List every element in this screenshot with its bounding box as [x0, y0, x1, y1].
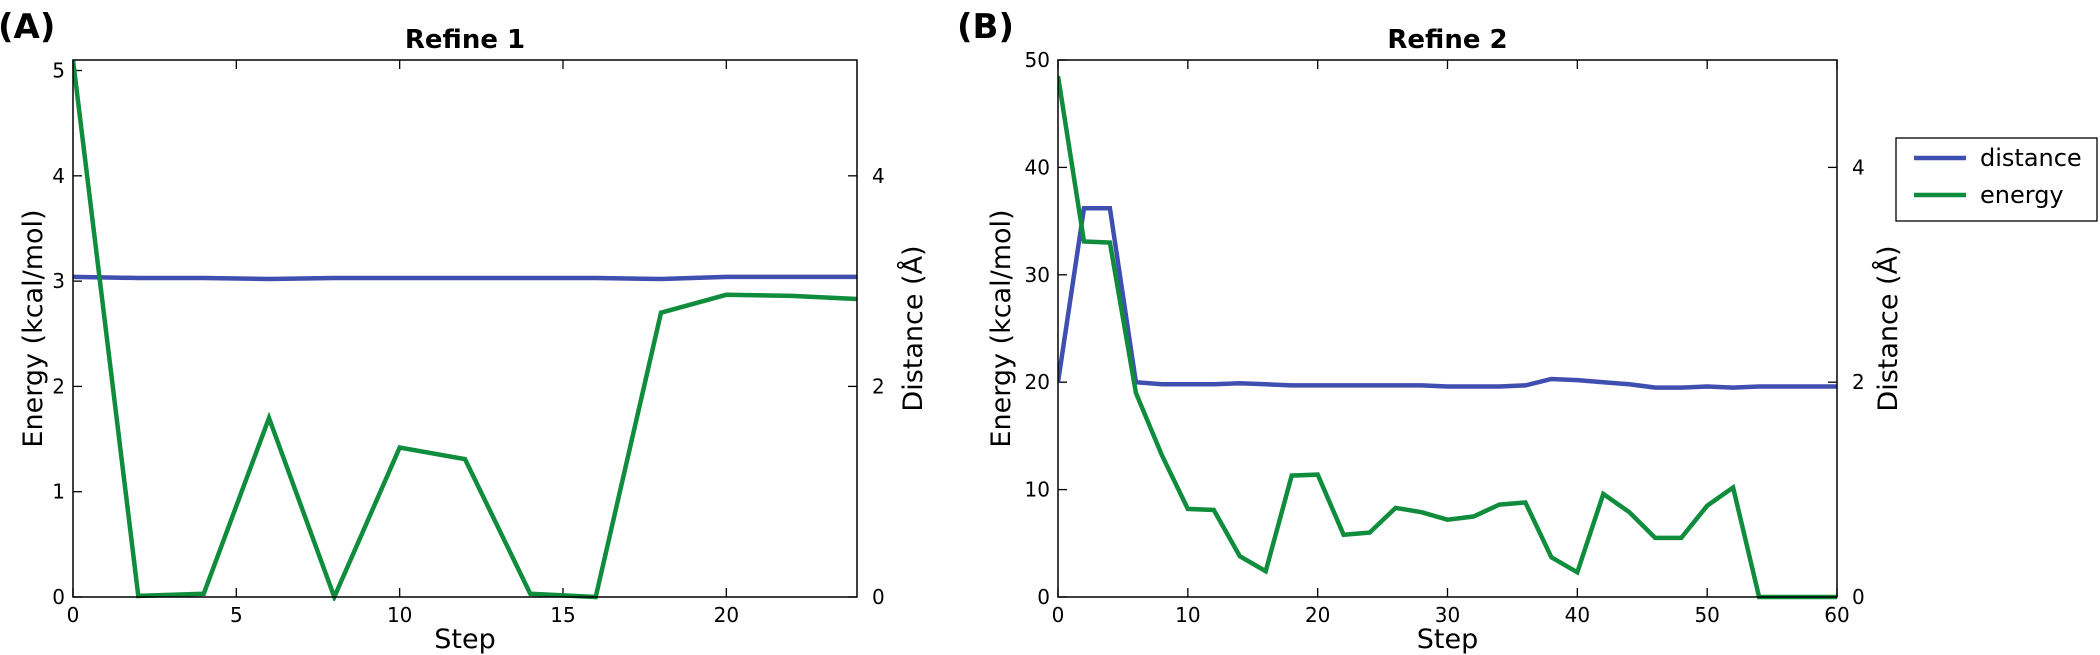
x-tick-label: 50 — [1694, 603, 1719, 627]
y-right-tick-label: 4 — [1852, 155, 1865, 179]
distance-line — [73, 274, 857, 282]
x-tick-label: 40 — [1565, 603, 1590, 627]
panel-a: (A) Refine 1 0 5 10 15 20 0 1 2 3 4 5 0 2 4 Step Energy (… — [0, 7, 929, 655]
y-right-tick-label: 0 — [1852, 585, 1865, 609]
panel-tag: (A) — [0, 7, 55, 47]
y-axis-label: Energy (kcal/mol) — [18, 209, 49, 447]
x-axis-label: Step — [1417, 624, 1478, 655]
legend-label-distance: distance — [1980, 144, 2082, 172]
y-tick-label: 4 — [52, 164, 65, 188]
y-tick-label: 40 — [1025, 155, 1050, 179]
x-tick-label: 10 — [1175, 603, 1200, 627]
y-axis-label: Energy (kcal/mol) — [986, 209, 1017, 447]
y-tick-label: 3 — [52, 269, 65, 293]
y-tick-label: 20 — [1025, 370, 1050, 394]
energy-line — [1058, 75, 1837, 600]
y-tick-label: 0 — [52, 585, 65, 609]
y-right-tick-label: 2 — [1852, 370, 1865, 394]
x-tick-label: 30 — [1435, 603, 1460, 627]
x-tick-label: 20 — [1305, 603, 1330, 627]
energy-line — [73, 59, 857, 601]
panel-b: (B) Refine 20 10 20 30 40 50 6001020304050024St… — [957, 7, 1904, 655]
x-tick-label: 5 — [230, 603, 243, 627]
distance-line — [1058, 205, 1837, 390]
y-right-axis-label: Distance (Å) — [897, 245, 929, 411]
y-tick-label: 10 — [1025, 478, 1050, 502]
y-right-tick-label: 0 — [872, 585, 885, 609]
panel-tag: (B) — [957, 7, 1014, 47]
plot-frame — [72, 59, 858, 598]
x-tick-label: 15 — [550, 603, 575, 627]
legend: distance energy — [1895, 137, 2098, 222]
x-tick-label: 0 — [67, 603, 80, 627]
y-tick-label: 30 — [1025, 263, 1050, 287]
y-right-tick-label: 2 — [872, 374, 885, 398]
y-tick-label: 0 — [1037, 585, 1050, 609]
x-tick-label: 60 — [1824, 603, 1849, 627]
y-tick-label: 50 — [1025, 48, 1050, 72]
y-tick-label: 5 — [52, 59, 65, 83]
legend-label-energy: energy — [1980, 181, 2064, 209]
x-tick-label: 10 — [387, 603, 412, 627]
plot-frame — [1057, 59, 1838, 598]
y-tick-label: 1 — [52, 480, 65, 504]
y-tick-label: 2 — [52, 374, 65, 398]
chart-title: Refine 2 — [1387, 25, 1507, 55]
x-tick-label: 20 — [714, 603, 739, 627]
y-right-tick-label: 4 — [872, 164, 885, 188]
x-tick-label: 0 — [1052, 603, 1065, 627]
legend-box — [1895, 137, 2098, 222]
chart-title: Refine 1 — [405, 25, 525, 55]
x-axis-label: Step — [434, 624, 495, 655]
y-right-axis-label: Distance (Å) — [1872, 245, 1904, 411]
